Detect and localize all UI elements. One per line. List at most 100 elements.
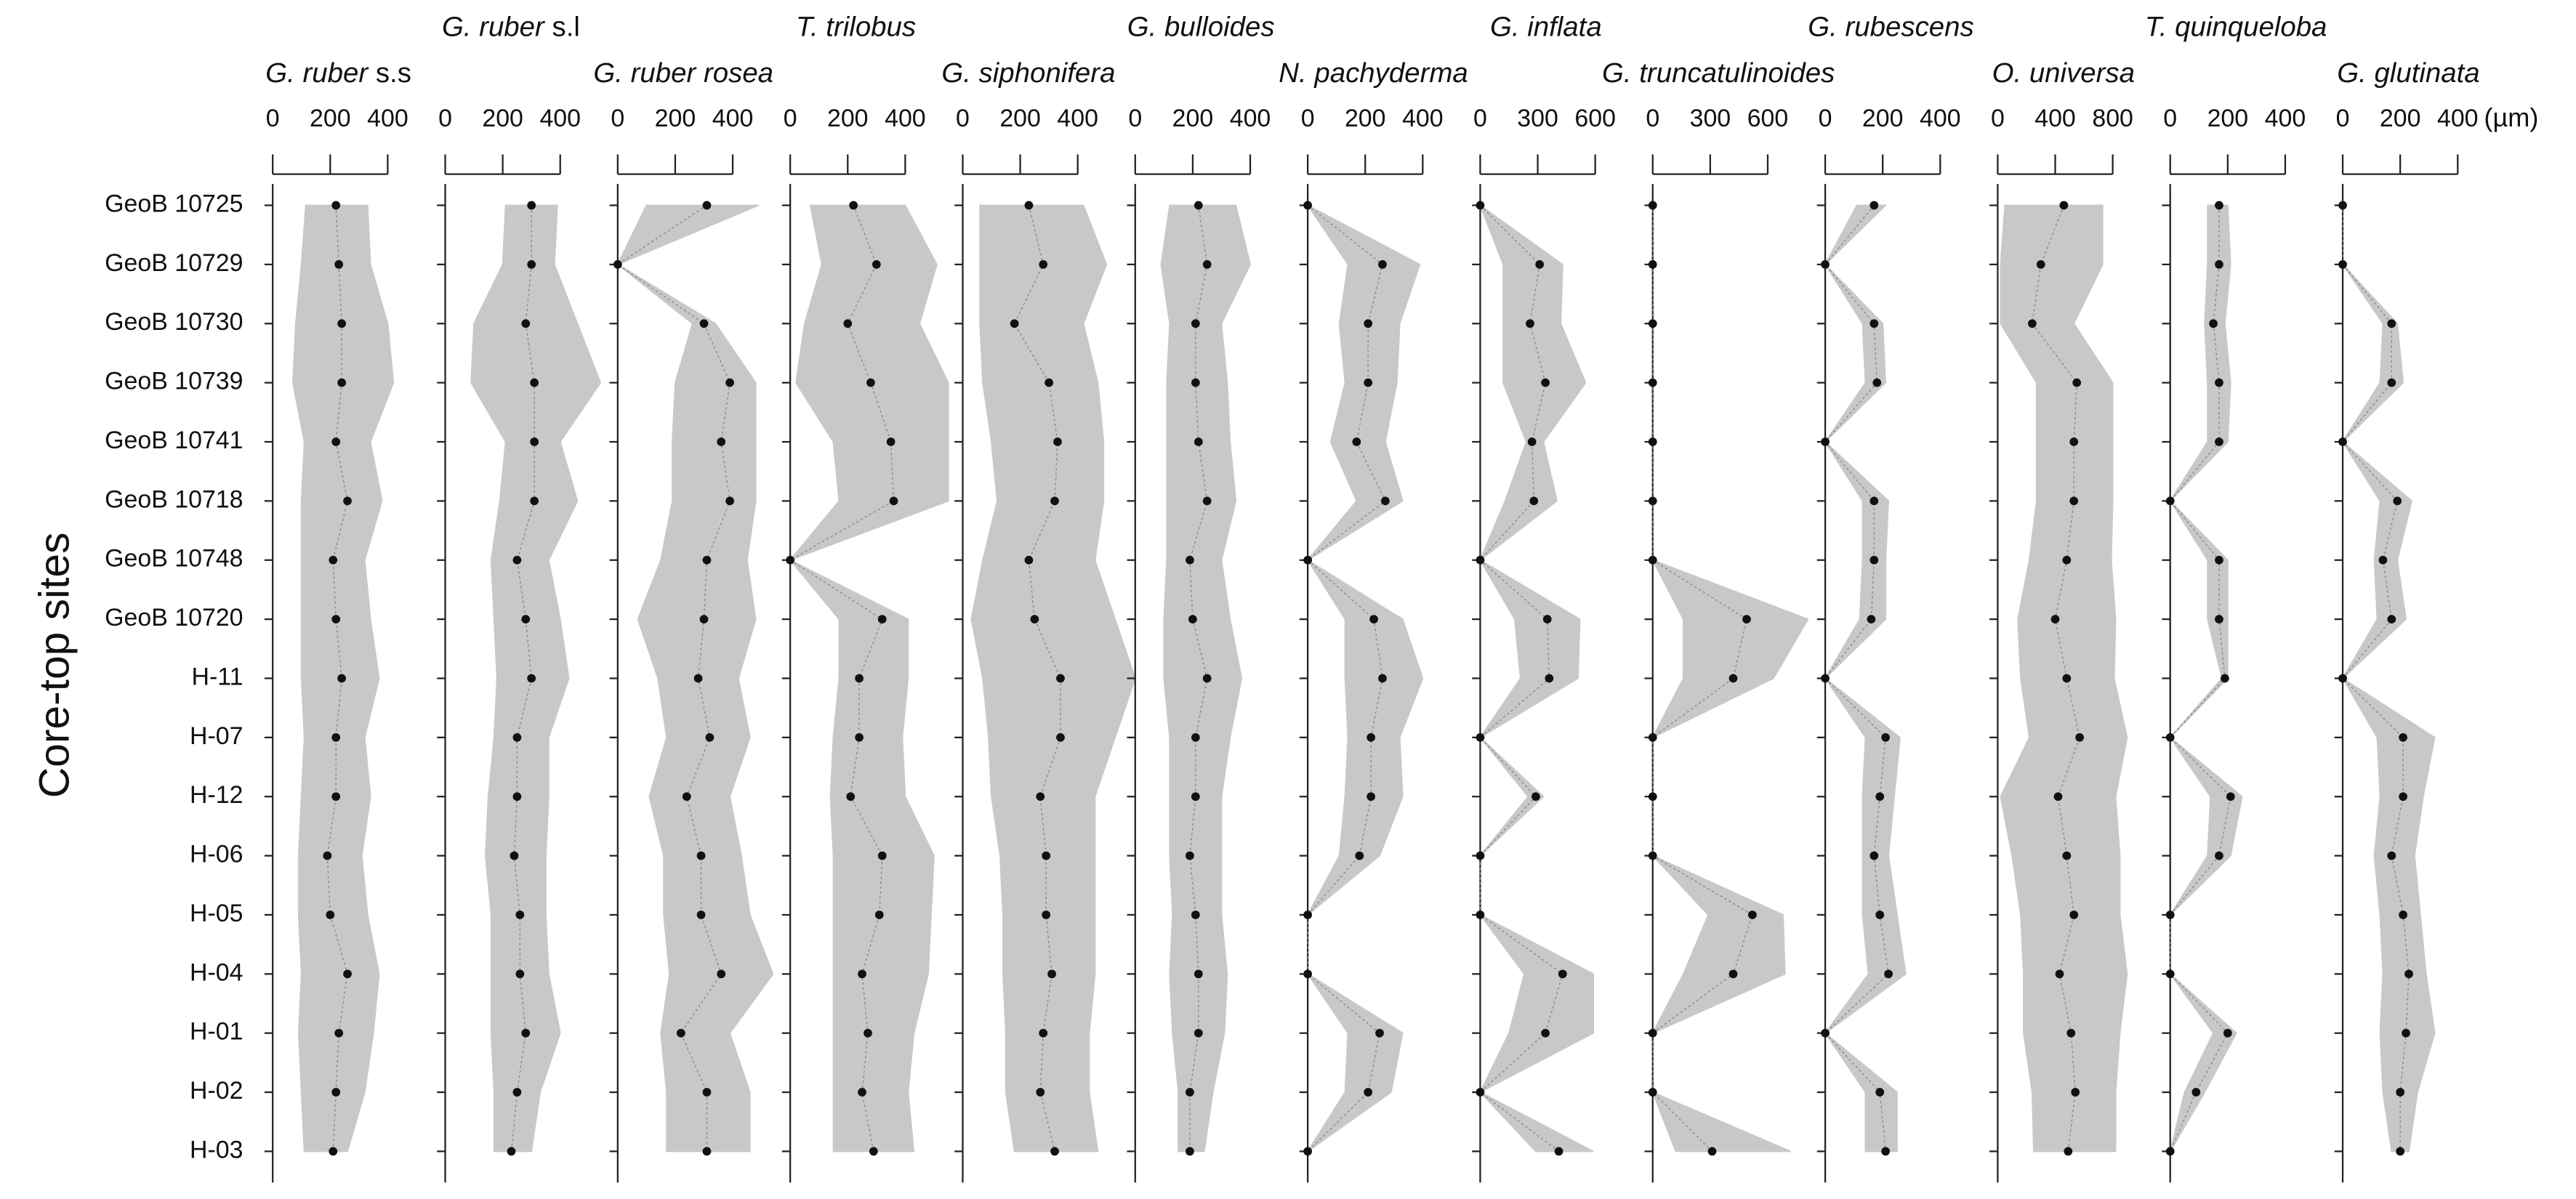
x-tick-label: 200: [1862, 105, 1904, 132]
mean-point: [1529, 496, 1539, 506]
mean-point: [1194, 969, 1203, 979]
mean-point: [1869, 851, 1879, 860]
x-tick-label: 0: [438, 105, 452, 132]
x-tick-label: 300: [1517, 105, 1558, 132]
mean-point: [2338, 674, 2347, 683]
species-suffix: s.l: [552, 12, 579, 43]
mean-point: [702, 1147, 712, 1156]
x-tick-label: 0: [1301, 105, 1315, 132]
mean-point: [1884, 969, 1893, 979]
mean-point: [872, 260, 881, 269]
mean-point: [2053, 792, 2063, 802]
species-name: G. bulloides: [1127, 12, 1275, 43]
site-label: GeoB 10725: [105, 190, 243, 218]
mean-point: [1527, 437, 1537, 446]
panel-title: G. siphonifera: [941, 57, 1115, 89]
mean-point: [1872, 378, 1882, 387]
mean-point: [696, 851, 706, 860]
x-tick-label: 0: [266, 105, 280, 132]
range-area: [788, 204, 949, 1152]
x-tick-label: 600: [1574, 105, 1616, 132]
mean-point: [2226, 792, 2235, 802]
range-area: [1478, 203, 1594, 1152]
x-tick-label: 400: [1230, 105, 1271, 132]
mean-line: [510, 205, 535, 1152]
mean-point: [864, 1028, 872, 1038]
mean-point: [725, 496, 734, 506]
site-label: GeoB 10729: [105, 249, 243, 277]
mean-point: [331, 201, 341, 210]
mean-point: [1364, 1088, 1373, 1097]
mean-point: [2387, 615, 2396, 623]
mean-point: [1648, 260, 1657, 269]
mean-point: [2165, 496, 2175, 506]
mean-point: [1648, 437, 1657, 446]
mean-point: [702, 1088, 712, 1097]
panel-title: G. ruber rosea: [593, 57, 773, 89]
range-area: [470, 204, 602, 1152]
mean-point: [1364, 319, 1373, 328]
x-tick-label: 200: [1345, 105, 1386, 132]
mean-point: [527, 201, 536, 210]
mean-point: [2378, 555, 2388, 565]
mean-point: [510, 851, 519, 860]
mean-point: [1648, 201, 1657, 210]
mean-point: [1535, 260, 1545, 269]
site-label: H-04: [190, 958, 243, 986]
mean-point: [1869, 319, 1879, 328]
mean-point: [1821, 674, 1830, 683]
x-tick-label: 800: [2092, 105, 2133, 132]
mean-point: [2338, 437, 2347, 446]
species-name: G. truncatulinoides: [1602, 57, 1835, 89]
mean-point: [858, 1088, 866, 1097]
mean-point: [2223, 1028, 2232, 1038]
range-area: [970, 204, 1136, 1152]
mean-point: [1303, 911, 1312, 919]
mean-point: [1045, 378, 1054, 387]
mean-point: [1188, 615, 1197, 623]
y-axis-label: Core-top sites: [31, 533, 79, 799]
mean-point: [1202, 674, 1212, 683]
site-label: GeoB 10730: [105, 308, 243, 336]
panel-title: T. trilobus: [796, 12, 916, 43]
mean-point: [527, 260, 536, 269]
mean-point: [2387, 378, 2396, 387]
mean-point: [849, 201, 858, 210]
mean-point: [1541, 378, 1550, 387]
mean-point: [1648, 378, 1657, 387]
mean-point: [1303, 555, 1312, 565]
mean-point: [1375, 1028, 1384, 1038]
mean-point: [1194, 1028, 1203, 1038]
mean-point: [874, 911, 884, 919]
mean-point: [1010, 319, 1019, 328]
species-name: G. inflata: [1490, 12, 1602, 43]
x-tick-label: 400: [539, 105, 581, 132]
mean-point: [527, 674, 536, 683]
mean-point: [1381, 496, 1390, 506]
mean-point: [1194, 437, 1203, 446]
mean-point: [1476, 851, 1485, 860]
mean-point: [1355, 851, 1364, 860]
mean-line: [1824, 205, 1889, 1152]
mean-point: [2396, 1088, 2405, 1097]
mean-point: [1050, 496, 1059, 506]
mean-point: [1821, 1028, 1830, 1038]
mean-point: [1191, 732, 1200, 742]
x-tick-label: 0: [2163, 105, 2177, 132]
mean-point: [1352, 437, 1361, 446]
mean-point: [334, 1028, 344, 1038]
x-tick-label: 400: [712, 105, 754, 132]
mean-point: [2215, 378, 2223, 387]
mean-point: [843, 319, 853, 328]
mean-point: [1053, 437, 1062, 446]
x-tick-label: 400: [2437, 105, 2479, 132]
mean-point: [2165, 911, 2175, 919]
mean-point: [1821, 260, 1830, 269]
mean-point: [1036, 792, 1045, 802]
mean-point: [326, 911, 335, 919]
mean-point: [1039, 260, 1048, 269]
x-unit: (µm): [2484, 102, 2538, 132]
mean-point: [331, 615, 341, 623]
mean-point: [2215, 851, 2223, 860]
mean-point: [2027, 319, 2037, 328]
